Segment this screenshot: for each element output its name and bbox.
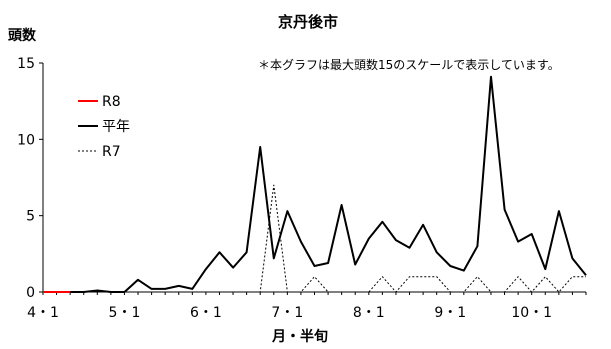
x-axis-label: 月・半旬 — [271, 328, 328, 345]
y-axis-unit-label: 頭数 — [8, 27, 37, 44]
x-tick-label: 9・1 — [434, 305, 466, 321]
x-tick-label: 5・1 — [109, 305, 141, 321]
legend-label-heinen: 平年 — [102, 119, 130, 135]
y-tick-label: 5 — [26, 209, 35, 225]
series-line-平年 — [43, 75, 587, 293]
y-tick-label: 0 — [26, 285, 35, 301]
legend-label-r7: R7 — [102, 144, 121, 160]
y-tick-label: 15 — [17, 56, 35, 72]
x-tick-label: 4・1 — [27, 305, 59, 321]
y-tick-label: 10 — [17, 132, 35, 148]
x-ticks: 4・1 5・1 6・1 7・1 8・1 9・1 10・1 — [27, 292, 587, 321]
series-layer — [43, 75, 587, 293]
x-tick-label: 7・1 — [271, 305, 303, 321]
x-tick-label: 8・1 — [353, 305, 385, 321]
x-tick-label: 6・1 — [190, 305, 222, 321]
x-tick-label: 10・1 — [511, 305, 552, 321]
legend-label-r8: R8 — [102, 94, 121, 110]
chart-title: 京丹後市 — [278, 13, 338, 31]
scale-note: ＊本グラフは最大頭数15のスケールで表示しています。 — [258, 57, 560, 72]
y-ticks: 0 5 10 15 — [17, 56, 43, 301]
legend: R8 平年 R7 — [73, 89, 145, 161]
